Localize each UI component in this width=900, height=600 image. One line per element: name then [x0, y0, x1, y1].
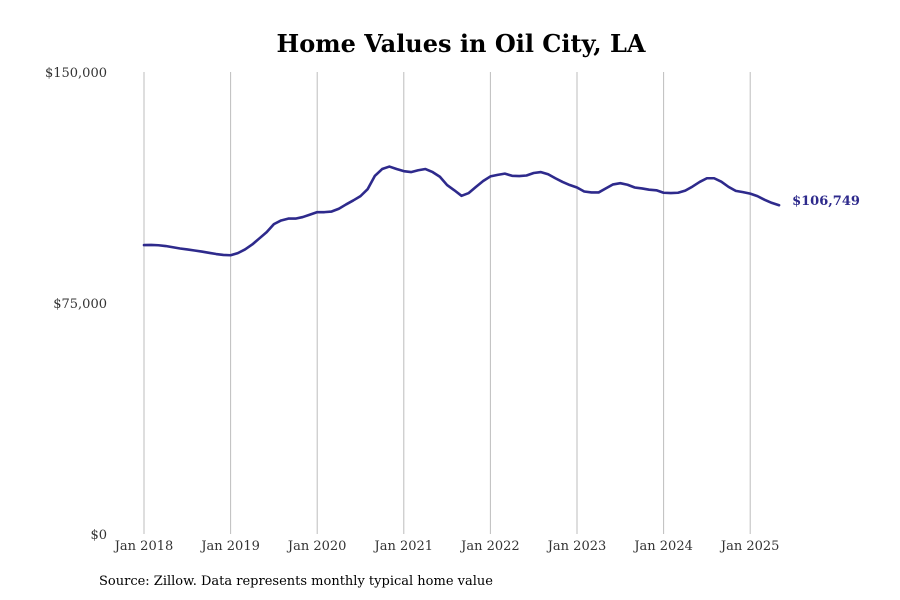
- y-tick-label: $150,000: [45, 66, 107, 81]
- x-tick-label: Jan 2025: [719, 539, 780, 554]
- x-tick-label: Jan 2022: [459, 539, 520, 554]
- source-note: Source: Zillow. Data represents monthly …: [99, 574, 493, 589]
- x-axis-ticks: Jan 2018 Jan 2019 Jan 2020 Jan 2021 Jan 2022…: [113, 539, 780, 554]
- end-value-label: $106,749: [792, 194, 860, 209]
- x-tick-label: Jan 2020: [286, 539, 347, 554]
- y-tick-label: $0: [90, 528, 107, 543]
- y-tick-label: $75,000: [53, 297, 107, 312]
- chart-title: Home Values in Oil City, LA: [277, 29, 646, 58]
- series-line-home-value: [142, 165, 781, 257]
- x-tick-label: Jan 2018: [113, 539, 174, 554]
- y-axis-ticks: $0 $75,000 $150,000: [45, 66, 107, 543]
- x-tick-label: Jan 2024: [632, 539, 693, 554]
- x-tick-label: Jan 2019: [199, 539, 260, 554]
- grid-lines: [143, 72, 751, 534]
- x-tick-label: Jan 2023: [546, 539, 607, 554]
- x-tick-label: Jan 2021: [373, 539, 434, 554]
